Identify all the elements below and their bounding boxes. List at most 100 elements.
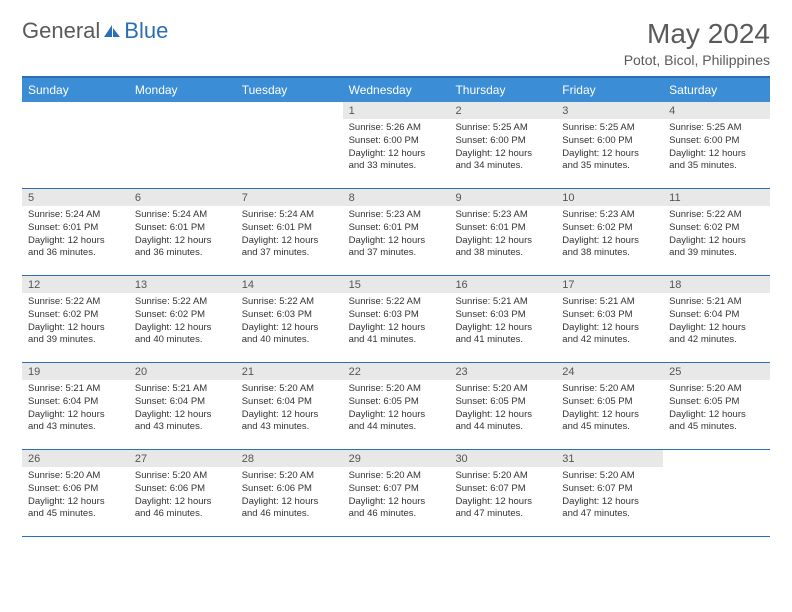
daylight-text: Daylight: 12 hours and 37 minutes. (349, 235, 444, 261)
day-number: 28 (236, 450, 343, 467)
daylight-text: Daylight: 12 hours and 39 minutes. (28, 322, 123, 348)
day-cell: 31Sunrise: 5:20 AMSunset: 6:07 PMDayligh… (556, 450, 663, 536)
day-content: Sunrise: 5:25 AMSunset: 6:00 PMDaylight:… (663, 119, 770, 177)
daylight-text: Daylight: 12 hours and 40 minutes. (242, 322, 337, 348)
day-number: 24 (556, 363, 663, 380)
day-cell: 14Sunrise: 5:22 AMSunset: 6:03 PMDayligh… (236, 276, 343, 362)
daylight-text: Daylight: 12 hours and 46 minutes. (135, 496, 230, 522)
day-number: 25 (663, 363, 770, 380)
daylight-text: Daylight: 12 hours and 37 minutes. (242, 235, 337, 261)
day-number: 13 (129, 276, 236, 293)
sunset-text: Sunset: 6:06 PM (28, 483, 123, 496)
day-cell (22, 102, 129, 188)
sunrise-text: Sunrise: 5:20 AM (242, 470, 337, 483)
sunset-text: Sunset: 6:06 PM (242, 483, 337, 496)
daylight-text: Daylight: 12 hours and 36 minutes. (28, 235, 123, 261)
day-number: 30 (449, 450, 556, 467)
day-cell: 16Sunrise: 5:21 AMSunset: 6:03 PMDayligh… (449, 276, 556, 362)
sunrise-text: Sunrise: 5:21 AM (562, 296, 657, 309)
week-row: 5 Sunrise: 5:24 AMSunset: 6:01 PMDaylight… (22, 189, 770, 276)
sunset-text: Sunset: 6:01 PM (242, 222, 337, 235)
sunrise-text: Sunrise: 5:22 AM (242, 296, 337, 309)
day-content: Sunrise: 5:26 AMSunset: 6:00 PMDaylight:… (343, 119, 450, 177)
day-header-thursday: Thursday (449, 78, 556, 102)
sunset-text: Sunset: 6:01 PM (349, 222, 444, 235)
sunrise-text: Sunrise: 5:21 AM (669, 296, 764, 309)
day-cell: 24Sunrise: 5:20 AMSunset: 6:05 PMDayligh… (556, 363, 663, 449)
sunset-text: Sunset: 6:03 PM (242, 309, 337, 322)
sunrise-text: Sunrise: 5:20 AM (455, 383, 550, 396)
sunrise-text: Sunrise: 5:20 AM (242, 383, 337, 396)
day-content: Sunrise: 5:20 AMSunset: 6:05 PMDaylight:… (663, 380, 770, 438)
day-number (663, 450, 770, 455)
day-header-monday: Monday (129, 78, 236, 102)
sunrise-text: Sunrise: 5:21 AM (28, 383, 123, 396)
day-cell: 29Sunrise: 5:20 AMSunset: 6:07 PMDayligh… (343, 450, 450, 536)
day-content: Sunrise: 5:22 AMSunset: 6:02 PMDaylight:… (22, 293, 129, 351)
day-number: 9 (449, 189, 556, 206)
daylight-text: Daylight: 12 hours and 35 minutes. (669, 148, 764, 174)
day-content: Sunrise: 5:20 AMSunset: 6:05 PMDaylight:… (343, 380, 450, 438)
day-number: 21 (236, 363, 343, 380)
daylight-text: Daylight: 12 hours and 41 minutes. (455, 322, 550, 348)
sunrise-text: Sunrise: 5:20 AM (562, 470, 657, 483)
day-number: 6 (129, 189, 236, 206)
day-number: 7 (236, 189, 343, 206)
sunrise-text: Sunrise: 5:25 AM (562, 122, 657, 135)
day-cell: 11Sunrise: 5:22 AMSunset: 6:02 PMDayligh… (663, 189, 770, 275)
sunset-text: Sunset: 6:02 PM (669, 222, 764, 235)
day-number: 4 (663, 102, 770, 119)
day-cell: 25Sunrise: 5:20 AMSunset: 6:05 PMDayligh… (663, 363, 770, 449)
daylight-text: Daylight: 12 hours and 40 minutes. (135, 322, 230, 348)
page-header: General Blue May 2024 Potot, Bicol, Phil… (22, 18, 770, 68)
day-number: 2 (449, 102, 556, 119)
day-content: Sunrise: 5:24 AMSunset: 6:01 PMDaylight:… (236, 206, 343, 264)
day-number: 26 (22, 450, 129, 467)
sunset-text: Sunset: 6:00 PM (455, 135, 550, 148)
sunset-text: Sunset: 6:03 PM (349, 309, 444, 322)
location-subtitle: Potot, Bicol, Philippines (624, 52, 770, 68)
sunrise-text: Sunrise: 5:23 AM (455, 209, 550, 222)
sunset-text: Sunset: 6:07 PM (562, 483, 657, 496)
day-content: Sunrise: 5:20 AMSunset: 6:07 PMDaylight:… (343, 467, 450, 525)
day-number: 31 (556, 450, 663, 467)
sunset-text: Sunset: 6:04 PM (669, 309, 764, 322)
week-row: 1Sunrise: 5:26 AMSunset: 6:00 PMDaylight… (22, 102, 770, 189)
daylight-text: Daylight: 12 hours and 33 minutes. (349, 148, 444, 174)
sunrise-text: Sunrise: 5:21 AM (135, 383, 230, 396)
sunrise-text: Sunrise: 5:22 AM (28, 296, 123, 309)
title-block: May 2024 Potot, Bicol, Philippines (624, 18, 770, 68)
daylight-text: Daylight: 12 hours and 35 minutes. (562, 148, 657, 174)
day-number (129, 102, 236, 107)
daylight-text: Daylight: 12 hours and 38 minutes. (455, 235, 550, 261)
day-content: Sunrise: 5:25 AMSunset: 6:00 PMDaylight:… (556, 119, 663, 177)
sunset-text: Sunset: 6:05 PM (669, 396, 764, 409)
sunrise-text: Sunrise: 5:20 AM (562, 383, 657, 396)
day-content: Sunrise: 5:20 AMSunset: 6:06 PMDaylight:… (22, 467, 129, 525)
month-title: May 2024 (624, 18, 770, 50)
day-content: Sunrise: 5:22 AMSunset: 6:02 PMDaylight:… (663, 206, 770, 264)
day-cell: 30Sunrise: 5:20 AMSunset: 6:07 PMDayligh… (449, 450, 556, 536)
week-row: 12Sunrise: 5:22 AMSunset: 6:02 PMDayligh… (22, 276, 770, 363)
day-number: 22 (343, 363, 450, 380)
day-number: 5 (22, 189, 129, 206)
day-number (22, 102, 129, 107)
day-content: Sunrise: 5:25 AMSunset: 6:00 PMDaylight:… (449, 119, 556, 177)
sunrise-text: Sunrise: 5:25 AM (669, 122, 764, 135)
day-cell: 23Sunrise: 5:20 AMSunset: 6:05 PMDayligh… (449, 363, 556, 449)
daylight-text: Daylight: 12 hours and 36 minutes. (135, 235, 230, 261)
sunset-text: Sunset: 6:04 PM (135, 396, 230, 409)
sunrise-text: Sunrise: 5:25 AM (455, 122, 550, 135)
sunrise-text: Sunrise: 5:20 AM (669, 383, 764, 396)
sunset-text: Sunset: 6:02 PM (135, 309, 230, 322)
sunrise-text: Sunrise: 5:23 AM (562, 209, 657, 222)
week-row: 26Sunrise: 5:20 AMSunset: 6:06 PMDayligh… (22, 450, 770, 537)
day-content: Sunrise: 5:22 AMSunset: 6:03 PMDaylight:… (236, 293, 343, 351)
sunset-text: Sunset: 6:01 PM (135, 222, 230, 235)
day-number: 8 (343, 189, 450, 206)
day-number: 23 (449, 363, 556, 380)
sunrise-text: Sunrise: 5:22 AM (669, 209, 764, 222)
sunrise-text: Sunrise: 5:23 AM (349, 209, 444, 222)
day-cell: 28Sunrise: 5:20 AMSunset: 6:06 PMDayligh… (236, 450, 343, 536)
sunset-text: Sunset: 6:01 PM (28, 222, 123, 235)
